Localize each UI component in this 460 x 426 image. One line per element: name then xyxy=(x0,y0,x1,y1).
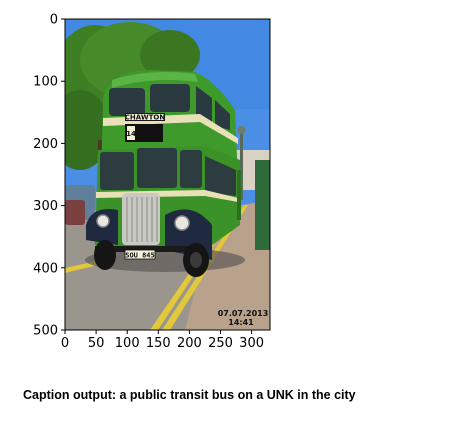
y-axis: 0 100 200 300 400 500 xyxy=(33,13,65,339)
y-tick-label: 0 xyxy=(50,13,58,28)
destination-sign-text: CHAWTON xyxy=(125,114,166,122)
route-number-text: 14 xyxy=(126,130,136,138)
y-tick-label: 500 xyxy=(33,324,58,339)
date-stamp: 07.07.2013 xyxy=(218,309,269,318)
x-tick-label: 250 xyxy=(208,336,233,351)
x-tick-label: 50 xyxy=(88,336,105,351)
y-tick-label: 100 xyxy=(33,75,58,90)
y-tick-label: 200 xyxy=(33,137,58,152)
captioned-image-figure: CHAWTON 14 xyxy=(33,13,271,351)
x-tick-label: 300 xyxy=(239,336,264,351)
x-tick-label: 100 xyxy=(115,336,140,351)
x-tick-label: 200 xyxy=(177,336,202,351)
time-stamp: 14:41 xyxy=(228,318,254,327)
caption-output-text: Caption output: a public transit bus on … xyxy=(23,388,356,402)
x-tick-label: 0 xyxy=(61,336,69,351)
x-axis: 0 50 100 150 200 250 300 xyxy=(61,330,264,351)
y-tick-label: 300 xyxy=(33,199,58,214)
bus-photo: CHAWTON 14 xyxy=(65,19,270,330)
registration-plate-text: SOU 845 xyxy=(125,252,155,260)
double-decker-bus: CHAWTON 14 xyxy=(86,70,241,277)
x-tick-label: 150 xyxy=(146,336,171,351)
y-tick-label: 400 xyxy=(33,261,58,276)
